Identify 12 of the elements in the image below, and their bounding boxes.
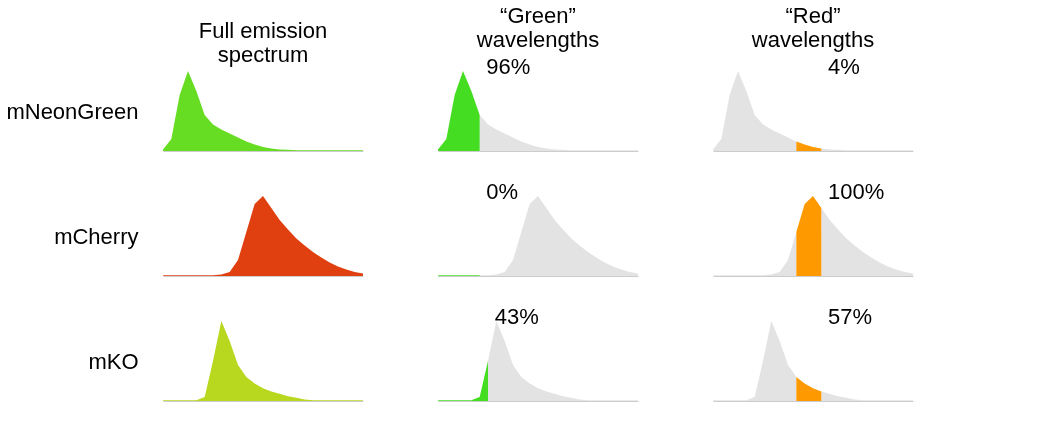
annotation: 57% bbox=[828, 304, 873, 329]
annotation: 96% bbox=[486, 54, 531, 79]
annotation: 43% bbox=[494, 304, 539, 329]
chart-title: Full emission spectrum bbox=[198, 18, 328, 67]
chart-title: “Red” wavelengths bbox=[750, 3, 875, 52]
annotation: 100% bbox=[828, 179, 885, 204]
y-axis-title: mKO bbox=[88, 348, 139, 374]
chart-title: “Green” wavelengths bbox=[475, 3, 600, 52]
annotation: 0% bbox=[486, 179, 519, 204]
annotation: 4% bbox=[828, 54, 860, 79]
y-axis-title: mNeonGreen bbox=[6, 98, 139, 124]
y-axis-title: mCherry bbox=[54, 223, 139, 249]
